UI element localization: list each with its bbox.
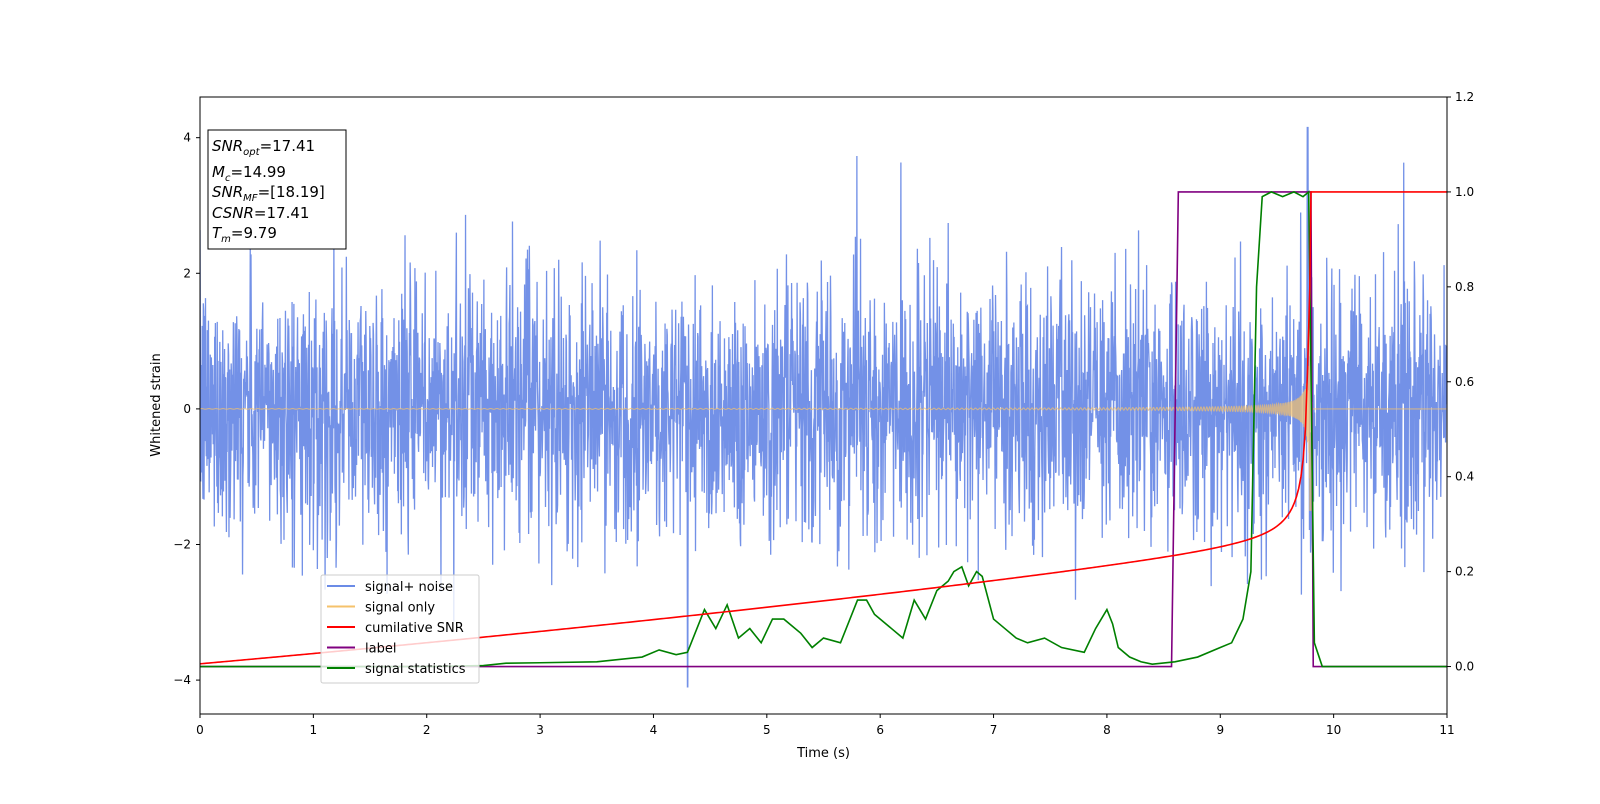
x-tick-label: 11 xyxy=(1439,723,1454,737)
y-right-tick-label: 1.0 xyxy=(1455,185,1474,199)
legend-items: signal+ noise signal only cumilative SNR la… xyxy=(327,580,466,677)
series-signal-only xyxy=(200,325,1447,511)
legend: signal+ noise signal only cumilative SNR la… xyxy=(320,574,480,684)
info-box-frame xyxy=(207,129,347,250)
info-box: SNRopt=17.41 Mc=14.99SNRMF=[18.19]CSNR=17… xyxy=(207,129,347,250)
y-right-tick-label: 0.6 xyxy=(1455,375,1474,389)
x-tick-label: 1 xyxy=(310,723,318,737)
info-line: SNRopt=17.41 xyxy=(212,137,315,158)
y-right-tick-label: 0.4 xyxy=(1455,470,1474,484)
y-left-tick-label: −2 xyxy=(173,537,191,551)
legend-label: signal statistics xyxy=(365,662,466,677)
legend-label: label xyxy=(365,642,396,657)
x-tick-label: 9 xyxy=(1216,723,1224,737)
y-right-tick-label: 0.2 xyxy=(1455,565,1474,579)
info-line: Mc=14.99 xyxy=(212,163,286,184)
y-left-tick-label: −4 xyxy=(173,673,191,687)
x-tick-label: 8 xyxy=(1103,723,1111,737)
legend-label: signal only xyxy=(365,601,435,616)
info-line: CSNR=17.41 xyxy=(212,204,309,222)
x-tick-label: 10 xyxy=(1326,723,1341,737)
x-tick-label: 5 xyxy=(763,723,771,737)
x-tick-label: 2 xyxy=(423,723,431,737)
x-tick-label: 0 xyxy=(196,723,204,737)
y-axis-label: Whitened strain xyxy=(149,353,164,456)
y-left-tick-label: 4 xyxy=(183,131,191,145)
y-left-tick-label: 0 xyxy=(183,402,191,416)
y-right-tick-label: 1.2 xyxy=(1455,90,1474,104)
legend-frame xyxy=(320,574,480,684)
info-lines: SNRopt=17.41 Mc=14.99SNRMF=[18.19]CSNR=17… xyxy=(212,137,325,245)
x-tick-label: 6 xyxy=(876,723,884,737)
y-left-tick-label: 2 xyxy=(183,266,191,280)
info-line: SNRMF=[18.19] xyxy=(212,183,325,204)
series-signal-statistics xyxy=(200,190,1447,668)
ticks-layer: 0 1 2 3 4 5 6 7 8 9 10 11 4 2 0 −2 −4 1.2 1.0 0.8 0.6 0.4 0.2 0… xyxy=(173,90,1474,737)
legend-label: signal+ noise xyxy=(365,580,453,595)
plot-frame xyxy=(199,96,1448,715)
legend-label: cumilative SNR xyxy=(365,621,464,636)
series-signal-noise xyxy=(200,126,1447,688)
x-axis-label: Time (s) xyxy=(796,746,850,761)
info-line: Tm=9.79 xyxy=(212,224,277,245)
x-tick-label: 7 xyxy=(990,723,998,737)
y-right-tick-label: 0.8 xyxy=(1455,280,1474,294)
y-right-tick-label: 0.0 xyxy=(1455,660,1474,674)
x-tick-label: 3 xyxy=(536,723,544,737)
x-tick-label: 4 xyxy=(650,723,658,737)
